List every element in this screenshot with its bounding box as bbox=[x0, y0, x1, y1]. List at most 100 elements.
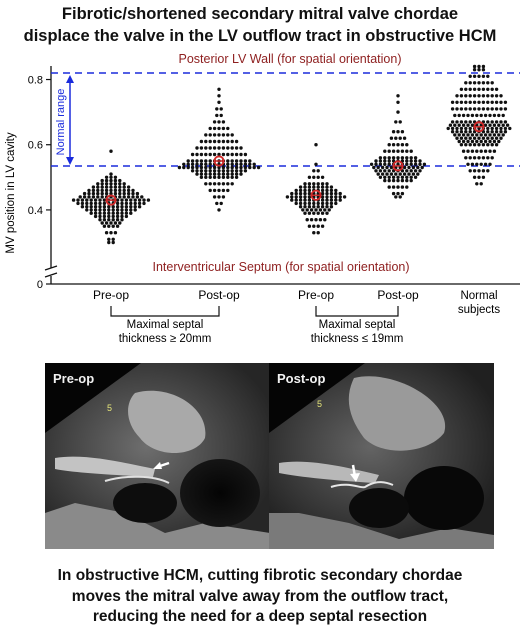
data-point bbox=[234, 162, 239, 166]
data-point bbox=[396, 185, 400, 189]
data-point bbox=[190, 159, 195, 163]
data-point bbox=[190, 165, 195, 170]
data-point bbox=[126, 191, 131, 196]
data-point bbox=[307, 188, 312, 193]
data-point bbox=[215, 113, 219, 118]
data-point bbox=[82, 195, 87, 199]
data-point bbox=[104, 185, 109, 189]
data-point bbox=[122, 188, 126, 193]
data-point bbox=[325, 201, 329, 206]
data-point bbox=[320, 201, 325, 206]
data-point bbox=[102, 198, 107, 202]
data-point bbox=[208, 159, 212, 163]
data-point bbox=[204, 169, 208, 173]
y-axis-label: MV position in LV cavity bbox=[5, 132, 17, 253]
data-point bbox=[477, 156, 481, 160]
data-point bbox=[118, 221, 122, 225]
data-point bbox=[217, 100, 221, 104]
x-tick-label: Pre-op bbox=[93, 288, 129, 302]
data-point bbox=[422, 162, 427, 166]
figure-caption: In obstructive HCM, cutting fibrotic sec… bbox=[0, 566, 520, 628]
data-point bbox=[508, 126, 512, 131]
data-point bbox=[221, 139, 226, 144]
data-point bbox=[195, 152, 199, 157]
data-point bbox=[464, 136, 468, 140]
data-point bbox=[307, 175, 312, 179]
data-point bbox=[120, 205, 124, 209]
data-point bbox=[120, 201, 124, 206]
data-point bbox=[472, 175, 477, 179]
data-point bbox=[129, 198, 133, 202]
data-point bbox=[102, 211, 107, 215]
data-point bbox=[221, 182, 226, 186]
data-point bbox=[477, 136, 481, 140]
data-point bbox=[490, 143, 494, 147]
data-point bbox=[472, 87, 477, 91]
data-point bbox=[234, 165, 239, 170]
data-point bbox=[486, 74, 490, 78]
data-point bbox=[477, 126, 481, 131]
data-point bbox=[307, 205, 312, 209]
data-point bbox=[391, 156, 396, 160]
data-point bbox=[226, 159, 230, 163]
echo-image-pre-op: 5 Pre-op bbox=[45, 363, 270, 549]
data-point bbox=[490, 130, 494, 134]
data-point bbox=[405, 156, 409, 160]
data-point bbox=[234, 146, 239, 150]
data-point bbox=[312, 211, 316, 215]
data-point bbox=[190, 169, 195, 173]
data-point bbox=[109, 185, 113, 189]
data-point bbox=[115, 201, 120, 206]
data-point bbox=[131, 195, 135, 199]
data-point bbox=[486, 120, 490, 124]
data-point bbox=[466, 123, 470, 127]
data-point bbox=[396, 149, 400, 153]
data-point bbox=[298, 191, 303, 196]
data-point bbox=[120, 214, 124, 219]
data-point bbox=[320, 191, 325, 196]
data-point bbox=[409, 178, 413, 183]
data-point bbox=[497, 123, 501, 127]
data-point bbox=[133, 201, 137, 206]
data-point bbox=[479, 123, 483, 127]
group-bracket-2-line bbox=[315, 306, 399, 317]
data-point bbox=[316, 185, 320, 189]
data-point bbox=[374, 159, 378, 163]
data-point bbox=[208, 165, 212, 170]
data-point bbox=[124, 211, 129, 215]
data-point bbox=[329, 188, 334, 193]
data-point bbox=[459, 87, 464, 91]
data-point bbox=[405, 185, 409, 189]
data-point bbox=[93, 214, 98, 219]
data-point bbox=[135, 195, 140, 199]
caption-line-3: reducing the need for a deep septal rese… bbox=[92, 608, 428, 625]
data-point bbox=[378, 156, 383, 160]
depth-marker-post-op: 5 bbox=[317, 399, 322, 409]
data-point bbox=[477, 100, 481, 104]
data-point bbox=[239, 165, 243, 170]
data-point bbox=[102, 205, 107, 209]
data-point bbox=[472, 64, 477, 69]
data-point bbox=[391, 178, 396, 183]
figure-title: Fibrotic/shortened secondary mitral valv… bbox=[0, 3, 520, 47]
data-point bbox=[338, 198, 342, 202]
data-point bbox=[109, 182, 113, 186]
data-point bbox=[490, 126, 494, 131]
data-point bbox=[204, 182, 208, 186]
data-point bbox=[314, 218, 318, 222]
data-point bbox=[468, 100, 472, 104]
data-point bbox=[113, 175, 118, 179]
data-point bbox=[459, 130, 464, 134]
data-point bbox=[455, 107, 459, 111]
data-point bbox=[387, 156, 391, 160]
data-point bbox=[122, 182, 126, 186]
data-point bbox=[118, 182, 122, 186]
data-point bbox=[405, 175, 409, 179]
y-axis: 0 0.4 0.6 0.8 MV position in LV cavity bbox=[5, 66, 520, 291]
data-point bbox=[400, 175, 405, 179]
data-point bbox=[312, 224, 316, 228]
data-point bbox=[107, 211, 111, 215]
data-point bbox=[109, 172, 113, 176]
data-point bbox=[204, 133, 208, 137]
data-point bbox=[492, 149, 497, 153]
